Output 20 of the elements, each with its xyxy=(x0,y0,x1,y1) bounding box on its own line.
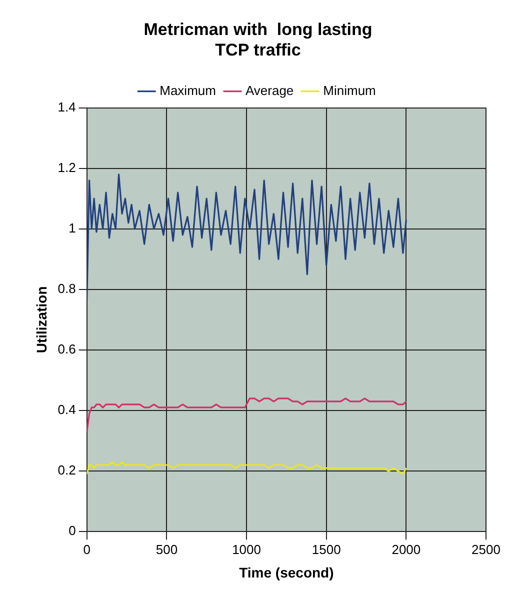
y-tick-label: 0.2 xyxy=(58,462,76,478)
y-tick-label: 1.2 xyxy=(58,160,76,175)
y-tick-label: 0 xyxy=(68,523,76,538)
x-tick-label: 0 xyxy=(83,542,90,557)
x-tick-label: 1000 xyxy=(232,542,261,557)
y-axis-title: Utilization xyxy=(33,286,50,354)
y-tick-label: 0.8 xyxy=(58,281,76,296)
legend-label: Maximum xyxy=(160,82,216,98)
y-tick-label: 1 xyxy=(68,220,76,236)
legend-label: Average xyxy=(245,82,294,98)
chart-title: Metricman with long lasting TCP traffic xyxy=(144,20,372,60)
x-tick-label: 1500 xyxy=(312,542,341,557)
x-axis-title: Time (second) xyxy=(239,564,334,580)
x-tick-label: 2000 xyxy=(392,542,421,557)
legend-label: Minimum xyxy=(323,82,376,98)
x-tick-label: 500 xyxy=(156,542,178,557)
x-tick-label: 2500 xyxy=(472,542,500,557)
y-tick-label: 0.6 xyxy=(58,342,76,357)
y-tick-label: 1.4 xyxy=(58,99,76,114)
y-tick-label: 0.4 xyxy=(58,402,76,418)
